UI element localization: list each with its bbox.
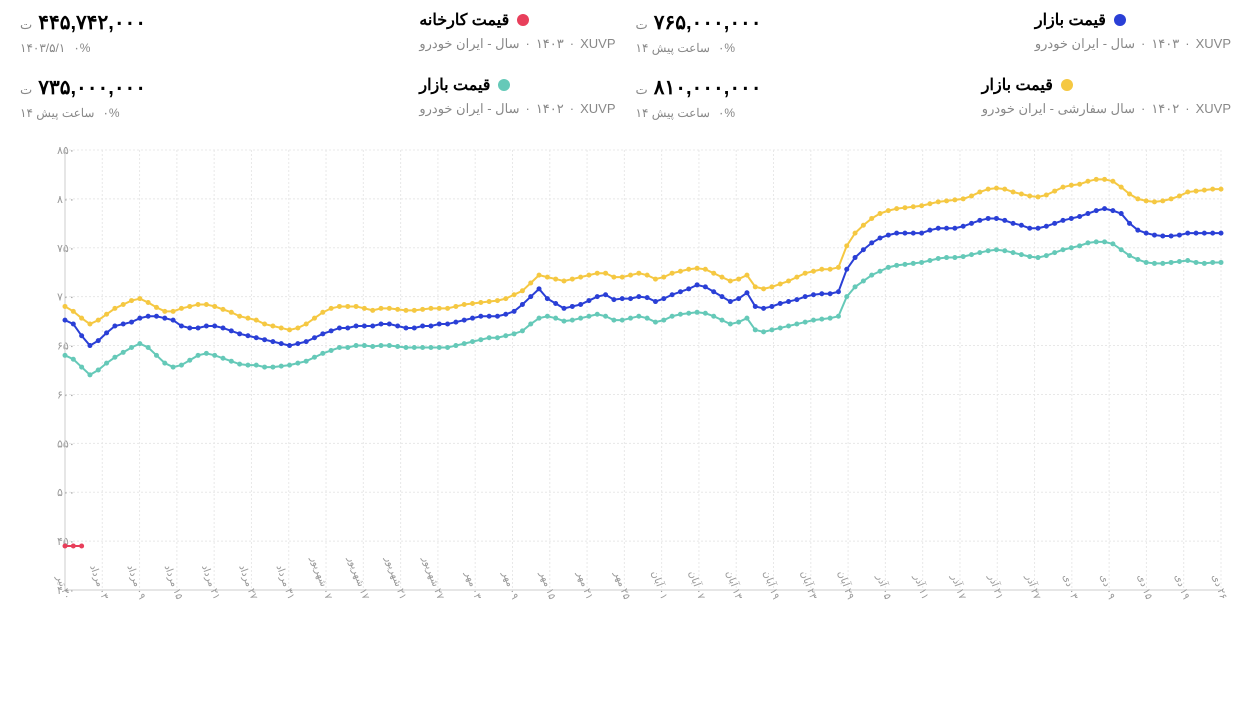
svg-text:۰۳ مرداد: ۰۳ مرداد <box>87 563 110 601</box>
svg-text:۱۳ آبان: ۱۳ آبان <box>723 569 746 602</box>
svg-text:۱۹ دی: ۱۹ دی <box>1172 573 1191 601</box>
svg-text:۵۰۰: ۵۰۰ <box>57 487 75 499</box>
svg-text:۲۱ شهریور: ۲۱ شهریور <box>382 554 408 601</box>
svg-text:۱۷ آذر: ۱۷ آذر <box>948 572 970 602</box>
card-title: قیمت بازار <box>982 75 1053 95</box>
svg-text:۳۱ مرداد: ۳۱ مرداد <box>274 563 297 601</box>
dot-icon <box>1114 14 1126 26</box>
svg-text:۰۱ آبان: ۰۱ آبان <box>649 569 671 601</box>
chart-svg: ۴۰۰۴۵۰۵۰۰۵۵۰۶۰۰۶۵۰۷۰۰۷۵۰۸۰۰۸۵۰۳۰ تیر۰۳ م… <box>20 140 1231 650</box>
svg-text:۱۵ مهر: ۱۵ مهر <box>537 569 558 601</box>
card-title: قیمت کارخانه <box>419 10 509 30</box>
svg-text:۱۱ آذر: ۱۱ آذر <box>911 572 932 601</box>
price-value: ۷۶۵,۰۰۰,۰۰۰ <box>654 10 762 35</box>
dot-icon <box>498 79 510 91</box>
card-title: قیمت بازار <box>1035 10 1106 30</box>
svg-text:۲۷ آذر: ۲۷ آذر <box>1023 572 1045 602</box>
svg-text:۱۵ مرداد: ۱۵ مرداد <box>162 563 185 601</box>
card-subtitle: XUVP· ۱۴۰۳· سال - ایران خودرو <box>1035 36 1231 52</box>
card-market-1403: قیمت بازار XUVP· ۱۴۰۳· سال - ایران خودرو… <box>636 10 1232 55</box>
svg-text:۶۵۰: ۶۵۰ <box>57 341 75 353</box>
svg-text:۲۶ دی: ۲۶ دی <box>1209 573 1228 601</box>
summary-cards: قیمت بازار XUVP· ۱۴۰۳· سال - ایران خودرو… <box>20 10 1231 120</box>
svg-text:۲۱ مهر: ۲۱ مهر <box>574 569 595 601</box>
card-title: قیمت بازار <box>419 75 490 95</box>
svg-text:۱۵ دی: ۱۵ دی <box>1135 573 1154 601</box>
svg-text:۸۵۰: ۸۵۰ <box>57 145 75 157</box>
svg-text:۸۰۰: ۸۰۰ <box>57 194 75 206</box>
svg-text:۱۹ آبان: ۱۹ آبان <box>761 569 783 601</box>
svg-text:۵۵۰: ۵۵۰ <box>57 438 75 450</box>
price-chart: ۴۰۰۴۵۰۵۰۰۵۵۰۶۰۰۶۵۰۷۰۰۷۵۰۸۰۰۸۵۰۳۰ تیر۰۳ م… <box>20 140 1231 650</box>
card-subtitle: XUVP· ۱۴۰۲· سال سفارشی - ایران خودرو <box>982 101 1231 117</box>
svg-text:۲۹ آبان: ۲۹ آبان <box>835 569 857 601</box>
svg-text:۰۳ مهر: ۰۳ مهر <box>462 569 483 602</box>
svg-text:۶۰۰: ۶۰۰ <box>57 389 75 401</box>
card-market-1402: قیمت بازار XUVP· ۱۴۰۲· سال - ایران خودرو… <box>20 75 616 120</box>
svg-text:۱۷ شهریور: ۱۷ شهریور <box>345 554 371 601</box>
svg-text:۰۹ دی: ۰۹ دی <box>1097 573 1116 601</box>
svg-text:۷۰۰: ۷۰۰ <box>57 292 75 304</box>
card-market-custom-1402: قیمت بازار XUVP· ۱۴۰۲· سال سفارشی - ایرا… <box>636 75 1232 120</box>
card-subtitle: XUVP· ۱۴۰۳· سال - ایران خودرو <box>419 36 615 52</box>
svg-text:۰۹ مهر: ۰۹ مهر <box>499 569 520 601</box>
svg-text:۰۳ دی: ۰۳ دی <box>1060 573 1079 602</box>
svg-text:۰۷ شهریور: ۰۷ شهریور <box>308 554 334 601</box>
dot-icon <box>517 14 529 26</box>
svg-text:۲۵ مهر: ۲۵ مهر <box>611 569 632 601</box>
svg-text:۲۱ مرداد: ۲۱ مرداد <box>199 563 222 601</box>
svg-text:۰۹ مرداد: ۰۹ مرداد <box>124 563 147 601</box>
svg-text:۰۷ آبان: ۰۷ آبان <box>686 569 709 602</box>
svg-text:۰۵ آذر: ۰۵ آذر <box>873 572 894 601</box>
card-subtitle: XUVP· ۱۴۰۲· سال - ایران خودرو <box>419 101 615 117</box>
svg-text:۲۷ شهریور: ۲۷ شهریور <box>419 554 445 601</box>
svg-text:۲۱ آذر: ۲۱ آذر <box>985 572 1006 601</box>
svg-text:۲۷ مرداد: ۲۷ مرداد <box>236 563 259 601</box>
svg-text:۲۳ آبان: ۲۳ آبان <box>798 569 821 602</box>
card-factory-1403: قیمت کارخانه XUVP· ۱۴۰۳· سال - ایران خود… <box>20 10 616 55</box>
price-value: ۸۱۰,۰۰۰,۰۰۰ <box>654 75 762 100</box>
price-value: ۷۳۵,۰۰۰,۰۰۰ <box>38 75 146 100</box>
dot-icon <box>1061 79 1073 91</box>
price-value: ۴۴۵,۷۴۲,۰۰۰ <box>38 10 146 35</box>
svg-text:۷۵۰: ۷۵۰ <box>57 243 75 255</box>
